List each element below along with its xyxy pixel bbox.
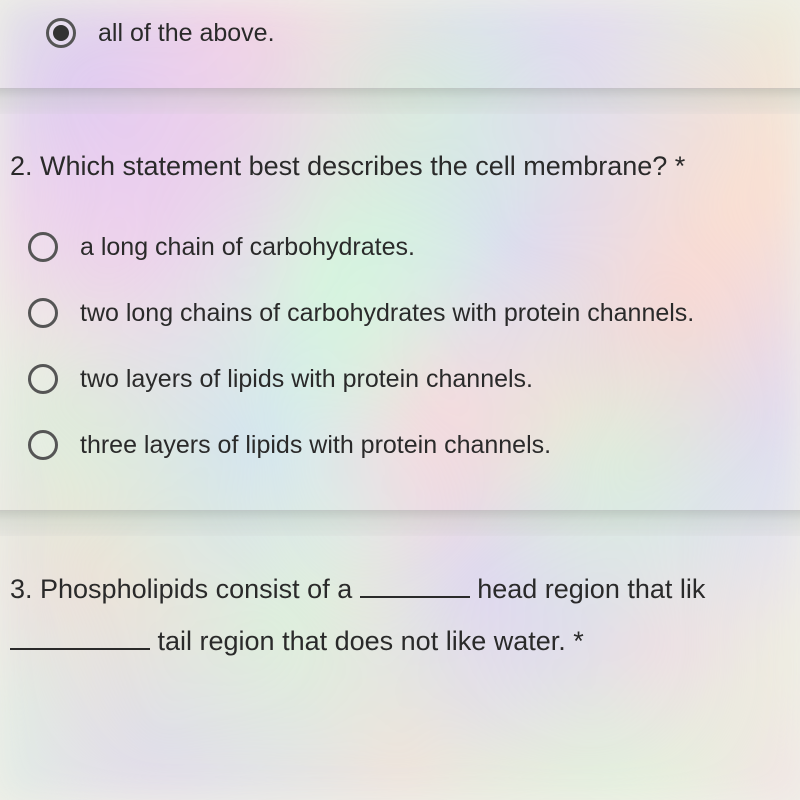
question-3-prompt: 3. Phospholipids consist of a head regio… (10, 564, 800, 667)
q3-text-prefix: 3. Phospholipids consist of a (10, 574, 360, 604)
fill-blank-2[interactable] (10, 625, 150, 649)
quiz-content: all of the above. 2. Which statement bes… (0, 0, 800, 667)
option-label: two layers of lipids with protein channe… (80, 365, 533, 394)
previous-question-tail: all of the above. (0, 0, 800, 88)
card-divider (0, 510, 800, 536)
radio-icon[interactable] (28, 232, 58, 262)
option-all-of-the-above[interactable]: all of the above. (28, 18, 800, 48)
q2-option-d[interactable]: three layers of lipids with protein chan… (10, 430, 800, 460)
option-label: a long chain of carbohydrates. (80, 233, 415, 262)
option-label: three layers of lipids with protein chan… (80, 431, 551, 460)
q3-text-suffix: tail region that does not like water. * (150, 626, 584, 656)
q2-option-a[interactable]: a long chain of carbohydrates. (10, 232, 800, 262)
q3-text-mid: head region that lik (470, 574, 706, 604)
radio-selected-icon[interactable] (46, 18, 76, 48)
radio-icon[interactable] (28, 430, 58, 460)
fill-blank-1[interactable] (360, 574, 470, 598)
option-label: two long chains of carbohydrates with pr… (80, 299, 694, 328)
q2-option-c[interactable]: two layers of lipids with protein channe… (10, 364, 800, 394)
radio-icon[interactable] (28, 364, 58, 394)
q2-option-b[interactable]: two long chains of carbohydrates with pr… (10, 298, 800, 328)
card-divider (0, 88, 800, 114)
question-2-card: 2. Which statement best describes the ce… (0, 114, 800, 510)
radio-icon[interactable] (28, 298, 58, 328)
question-3-card: 3. Phospholipids consist of a head regio… (0, 536, 800, 667)
option-label: all of the above. (98, 19, 275, 48)
question-2-prompt: 2. Which statement best describes the ce… (10, 148, 800, 184)
